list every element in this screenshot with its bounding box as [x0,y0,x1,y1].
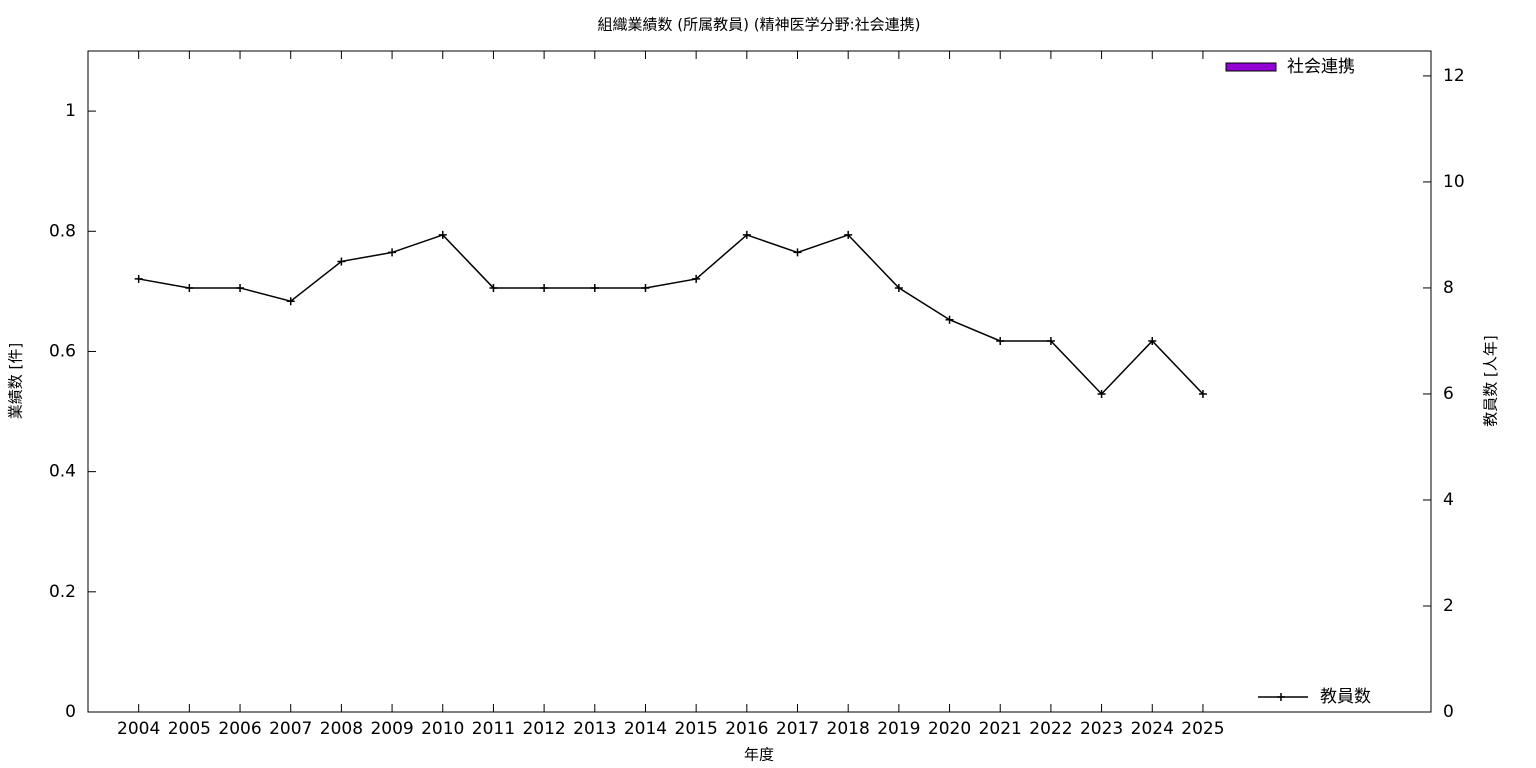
y2-axis-label: 教員数 [人年] [1482,335,1500,426]
point [590,283,599,292]
point [844,230,853,239]
x-tick-label: 2020 [928,719,971,739]
x-tick-label: 2006 [218,719,261,739]
point [742,230,751,239]
legend-label: 社会連携 [1287,57,1355,77]
y-tick-label: 0.8 [49,221,76,241]
point [388,248,397,257]
point [945,315,954,324]
x-tick-label: 2024 [1131,719,1174,739]
x-tick-label: 2010 [421,719,464,739]
x-axis-label: 年度 [744,746,774,764]
x-tick-label: 2012 [522,719,565,739]
point [540,283,549,292]
line [138,234,1204,396]
point [793,248,802,257]
x-tick-label: 2019 [877,719,920,739]
legend-label: 教員数 [1320,687,1371,707]
point [286,297,295,306]
point [1198,389,1207,398]
y2-tick-label: 0 [1443,702,1454,722]
y-tick-label: 0.6 [49,341,76,361]
point [236,283,245,292]
chart-title: 組織業績数 (所属教員) (精神医学分野:社会連携) [597,16,920,34]
y-tick-label: 1 [65,101,76,121]
x-tick-label: 2011 [472,719,515,739]
point [692,274,701,283]
point [438,230,447,239]
x-tick-label: 2025 [1181,719,1224,739]
x-tick-label: 2016 [725,719,768,739]
x-tick-label: 2007 [269,719,312,739]
x-tick-label: 2015 [675,719,718,739]
y-tick-label: 0 [65,702,76,722]
plot-frame [87,50,1432,713]
y2-tick-label: 10 [1443,172,1465,192]
point [337,257,346,266]
point [1046,336,1055,345]
x-tick-label: 2013 [573,719,616,739]
x-tick-label: 2022 [1029,719,1072,739]
y2-tick-label: 6 [1443,384,1454,404]
x-tick-label: 2021 [979,719,1022,739]
point [641,283,650,292]
x-tick-label: 2008 [320,719,363,739]
point [996,336,1005,345]
legend-swatch [1225,62,1277,72]
y2-tick-label: 12 [1443,66,1465,86]
x-tick-label: 2005 [168,719,211,739]
x-tick-label: 2009 [370,719,413,739]
y-axis-label: 業績数 [件] [7,343,25,419]
point [489,283,498,292]
y-tick-label: 0.4 [49,462,76,482]
x-tick-label: 2018 [827,719,870,739]
y2-tick-label: 2 [1443,596,1454,616]
point [1148,336,1157,345]
point [185,283,194,292]
x-tick-label: 2004 [117,719,160,739]
point [134,274,143,283]
y-tick-label: 0.2 [49,582,76,602]
point [894,283,903,292]
legend-marker [1277,693,1285,701]
x-tick-label: 2023 [1080,719,1123,739]
x-tick-label: 2017 [776,719,819,739]
y2-tick-label: 4 [1443,490,1454,510]
y2-tick-label: 8 [1443,278,1454,298]
point [1097,389,1106,398]
x-tick-label: 2014 [624,719,667,739]
